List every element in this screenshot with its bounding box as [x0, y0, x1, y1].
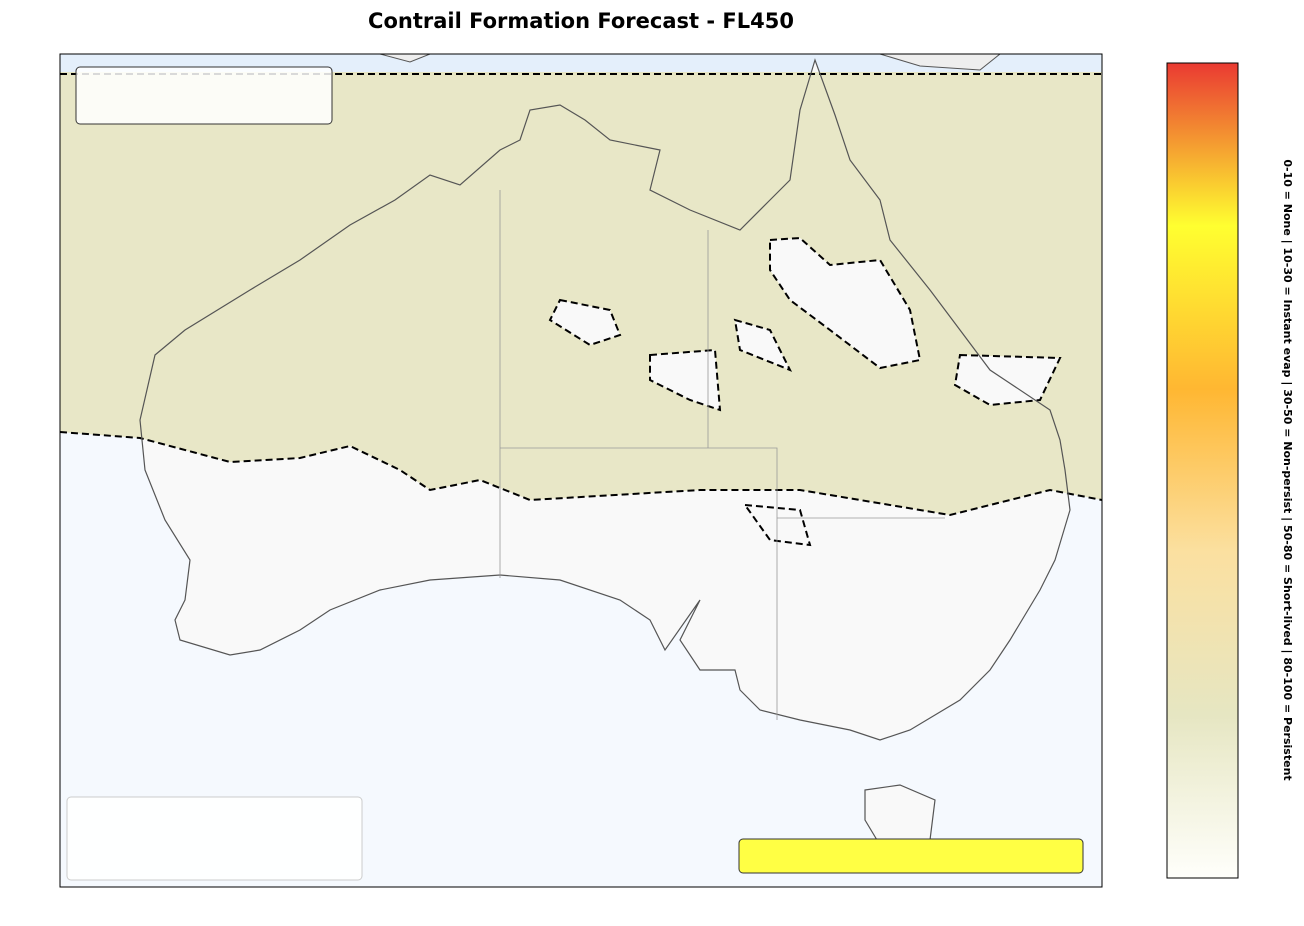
contour	[953, 353, 1062, 407]
coastline	[139, 58, 1071, 741]
colorbar-label: 0-10 = None | 10-30 = Instant evap | 30-…	[1281, 159, 1294, 780]
contour	[548, 298, 622, 347]
contour	[742, 503, 812, 547]
contours	[60, 73, 1102, 547]
contour	[60, 431, 1102, 517]
title: Contrail Formation Forecast - FL450	[368, 9, 794, 33]
contour	[769, 236, 922, 370]
map-layers	[60, 54, 1102, 887]
islands	[379, 54, 1001, 71]
contrail-field	[60, 76, 1102, 515]
legend-box	[66, 796, 363, 881]
contour	[649, 348, 722, 412]
info-box	[75, 66, 333, 125]
disclaimer-box	[738, 838, 1084, 874]
contour	[733, 318, 793, 372]
map-frame	[59, 53, 1103, 888]
state-borders	[499, 190, 945, 720]
colorbar	[1166, 62, 1239, 879]
